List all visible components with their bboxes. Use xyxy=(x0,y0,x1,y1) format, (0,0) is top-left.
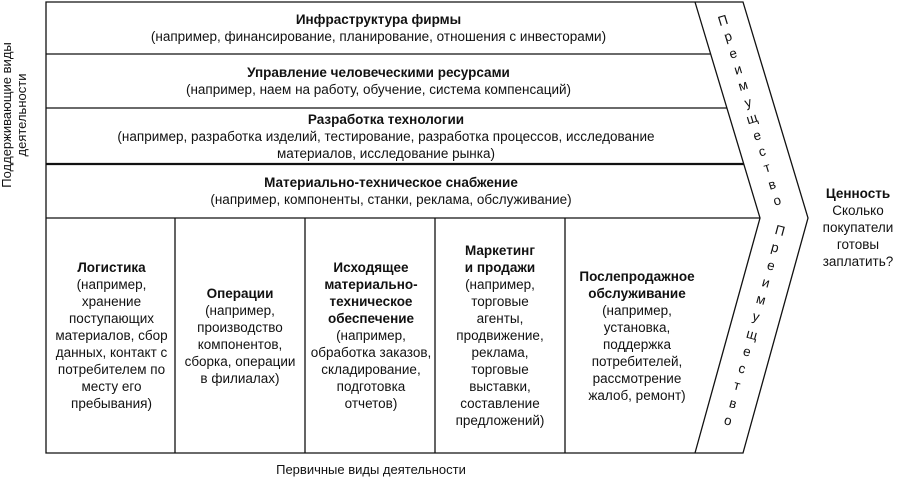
support-title: Инфраструктура фирмы xyxy=(295,12,462,27)
support-desc: (например, разработка изделий, тестирова… xyxy=(117,128,655,161)
primary-title: Маркетинг и продажи xyxy=(464,243,536,275)
primary-desc: (например, обработка заказов, складирова… xyxy=(310,328,432,411)
outer-border xyxy=(45,1,809,454)
support-desc: (например, компоненты, станки, реклама, … xyxy=(210,192,572,207)
primary-title: Исходящее материально-техническое обеспе… xyxy=(324,260,418,326)
value-title: Ценность xyxy=(825,186,891,201)
support-title: Разработка технологии xyxy=(307,111,465,127)
primary-marketing-sales: Маркетинг и продажи (например, торговые а… xyxy=(441,218,559,453)
support-technology-development: Разработка технологии (например, разработ… xyxy=(86,108,686,164)
support-procurement: Материально-техническое снабжение (наприм… xyxy=(46,164,736,218)
support-desc: (например, наем на работу, обучение, сис… xyxy=(185,82,572,97)
primary-title: Операции xyxy=(206,285,274,301)
primary-operations: Операции (например, производство компонен… xyxy=(181,218,299,453)
value-block: Ценность Сколько покупатели готовы запла… xyxy=(812,185,904,270)
primary-desc: (например, установка, поддержка потребит… xyxy=(588,302,686,403)
support-firm-infrastructure: Инфраструктура фирмы (например, финансиро… xyxy=(46,2,711,54)
primary-activities-label: Первичные виды деятельности xyxy=(276,462,466,477)
support-activities-label: Поддерживающие виды деятельности xyxy=(0,42,29,188)
primary-title: Логистика xyxy=(77,260,146,275)
support-desc: (например, финансирование, планирование,… xyxy=(150,29,607,44)
support-title: Материально-техническое снабжение xyxy=(264,175,518,190)
primary-desc: (например, производство компонентов, сбо… xyxy=(184,302,296,386)
margin-letter: е xyxy=(764,256,777,274)
primary-desc: (например, хранение поступающих материал… xyxy=(55,277,168,411)
primary-inbound-logistics: Логистика (например, хранение поступающих… xyxy=(48,218,175,453)
primary-outbound-logistics: Исходящее материально-техническое обеспе… xyxy=(309,218,433,453)
value-desc: Сколько покупатели готовы заплатить? xyxy=(822,203,894,269)
primary-desc: (например, торговые агенты, продвижение,… xyxy=(455,277,545,428)
support-title: Управление человеческими ресурсами xyxy=(247,65,510,80)
primary-service: Послепродажное обслуживание (например, ус… xyxy=(567,218,707,453)
support-hr-management: Управление человеческими ресурсами (напри… xyxy=(46,54,711,108)
primary-title: Послепродажное обслуживание xyxy=(579,268,695,301)
